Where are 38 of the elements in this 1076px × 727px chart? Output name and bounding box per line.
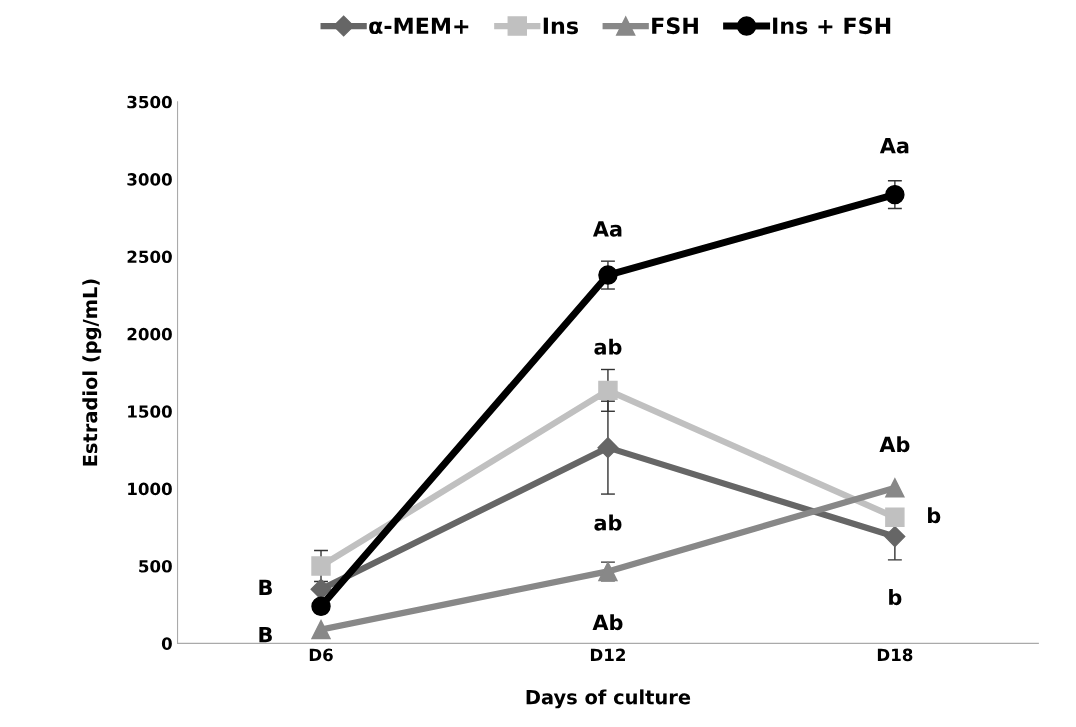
annotation: Ab	[592, 614, 623, 631]
legend-label: Ins + FSH	[773, 17, 891, 35]
annotation: ab	[594, 514, 622, 531]
x-tick-label: D12	[590, 648, 626, 661]
y-axis-title: Estradiol (pg/mL)	[82, 279, 102, 466]
x-tick-label: D18	[877, 648, 913, 662]
point	[598, 380, 618, 401]
annotation: B	[259, 579, 272, 595]
annotation: b	[889, 589, 902, 606]
annotation: b	[928, 507, 941, 524]
point	[311, 596, 331, 616]
y-tick-label: 2000	[127, 327, 172, 341]
y-tick-label: 500	[139, 559, 172, 573]
point	[885, 507, 905, 527]
legend-label: Ins	[543, 17, 578, 35]
point	[885, 184, 905, 205]
legend-label: FSH	[652, 17, 698, 35]
point	[884, 526, 906, 548]
point	[885, 478, 905, 498]
point	[598, 265, 618, 285]
y-tick-label: 2500	[127, 250, 172, 264]
annotation: B	[259, 626, 272, 643]
y-tick-label: 3000	[127, 173, 172, 186]
annotation: Aa	[879, 137, 909, 154]
annotation: Ab	[879, 436, 910, 453]
annotation: Aa	[592, 221, 622, 237]
x-tick-label: D6	[309, 648, 333, 662]
point	[597, 437, 619, 459]
point	[310, 578, 332, 600]
x-axis-title: Days of culture	[526, 689, 691, 709]
point	[311, 619, 331, 640]
y-tick-label: 1000	[128, 482, 172, 496]
point	[311, 556, 331, 576]
annotation: ab	[594, 338, 622, 355]
legend-label: α-MEM+	[369, 17, 469, 35]
y-tick-label: 1500	[128, 405, 172, 418]
y-tick-label: 0	[161, 637, 172, 650]
y-tick-label: 3500	[127, 95, 172, 109]
